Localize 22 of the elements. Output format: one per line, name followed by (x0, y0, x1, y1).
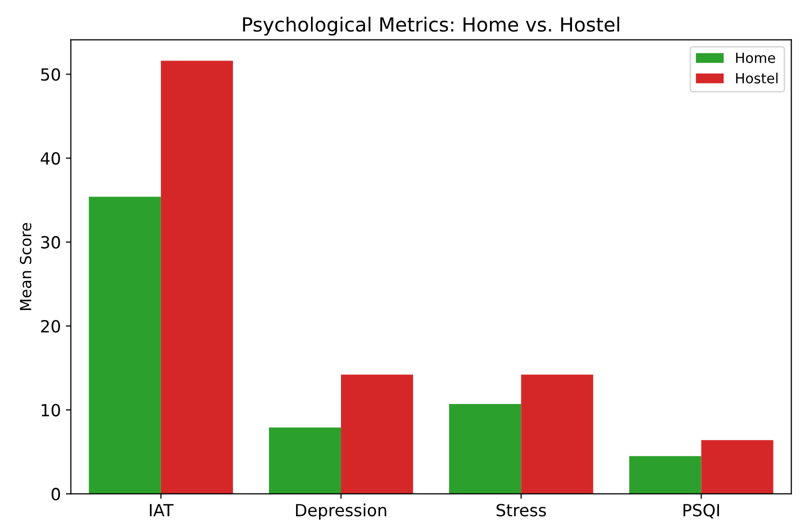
chart-title: Psychological Metrics: Home vs. Hostel (243, 16, 620, 36)
bar (341, 374, 414, 494)
bar (521, 374, 594, 494)
bar (160, 60, 233, 494)
y-tick-label: 10 (42, 404, 60, 416)
bar (268, 428, 342, 494)
legend-label: Home (736, 52, 776, 64)
x-tick-label: Stress (496, 504, 546, 516)
bar (449, 404, 522, 494)
x-tick-label: IAT (150, 504, 174, 516)
y-tick-label: 0 (52, 488, 60, 500)
y-tick-label: 50 (41, 68, 60, 81)
y-tick-label: 20 (41, 320, 60, 333)
y-tick-label: 30 (41, 236, 60, 249)
y-tick-label: 40 (40, 152, 60, 165)
legend-label: Hostel (736, 72, 778, 84)
x-tick-label: PSQI (684, 504, 719, 518)
bar (701, 440, 774, 494)
bar (629, 456, 702, 494)
y-axis-title: Mean Score (20, 223, 32, 310)
x-tick-label: Depression (296, 504, 386, 520)
bar (88, 196, 161, 494)
